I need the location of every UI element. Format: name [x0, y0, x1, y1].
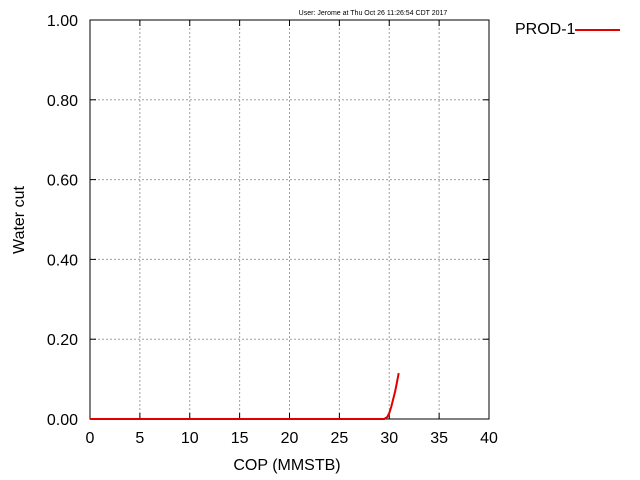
plot-frame — [89, 19, 490, 420]
x-tick-label: 5 — [135, 430, 144, 447]
y-tick-label: 0.60 — [47, 173, 78, 190]
legend-label-prod-1: PROD-1 — [515, 21, 576, 38]
x-tick-label: 20 — [281, 430, 299, 447]
x-tick-label: 10 — [181, 430, 199, 447]
y-axis-title: Water cut — [11, 186, 28, 254]
grid-lines — [90, 20, 489, 419]
series-line-prod-1 — [90, 372, 400, 420]
x-tick-label: 25 — [330, 430, 348, 447]
x-tick-label: 30 — [380, 430, 398, 447]
x-tick-label: 35 — [430, 430, 448, 447]
y-tick-label: 0.20 — [47, 332, 78, 349]
x-tick-label: 15 — [231, 430, 249, 447]
user-timestamp: User: Jerome at Thu Oct 26 11:26:54 CDT … — [299, 10, 448, 17]
y-tick-label: 0.40 — [47, 252, 78, 269]
y-tick-label: 0.00 — [47, 412, 78, 429]
x-tick-label: 0 — [86, 430, 95, 447]
y-tick-label: 1.00 — [47, 13, 78, 30]
legend: PROD-1 — [515, 21, 620, 38]
y-tick-label: 0.80 — [47, 93, 78, 110]
series-lines — [90, 372, 400, 420]
x-tick-label: 40 — [480, 430, 498, 447]
x-axis-title: COP (MMSTB) — [233, 457, 340, 474]
axis-ticks: 0 5 10 15 20 25 30 35 40 0.00 0.20 0.40 0.60 0.80 1.00 — [47, 13, 498, 447]
